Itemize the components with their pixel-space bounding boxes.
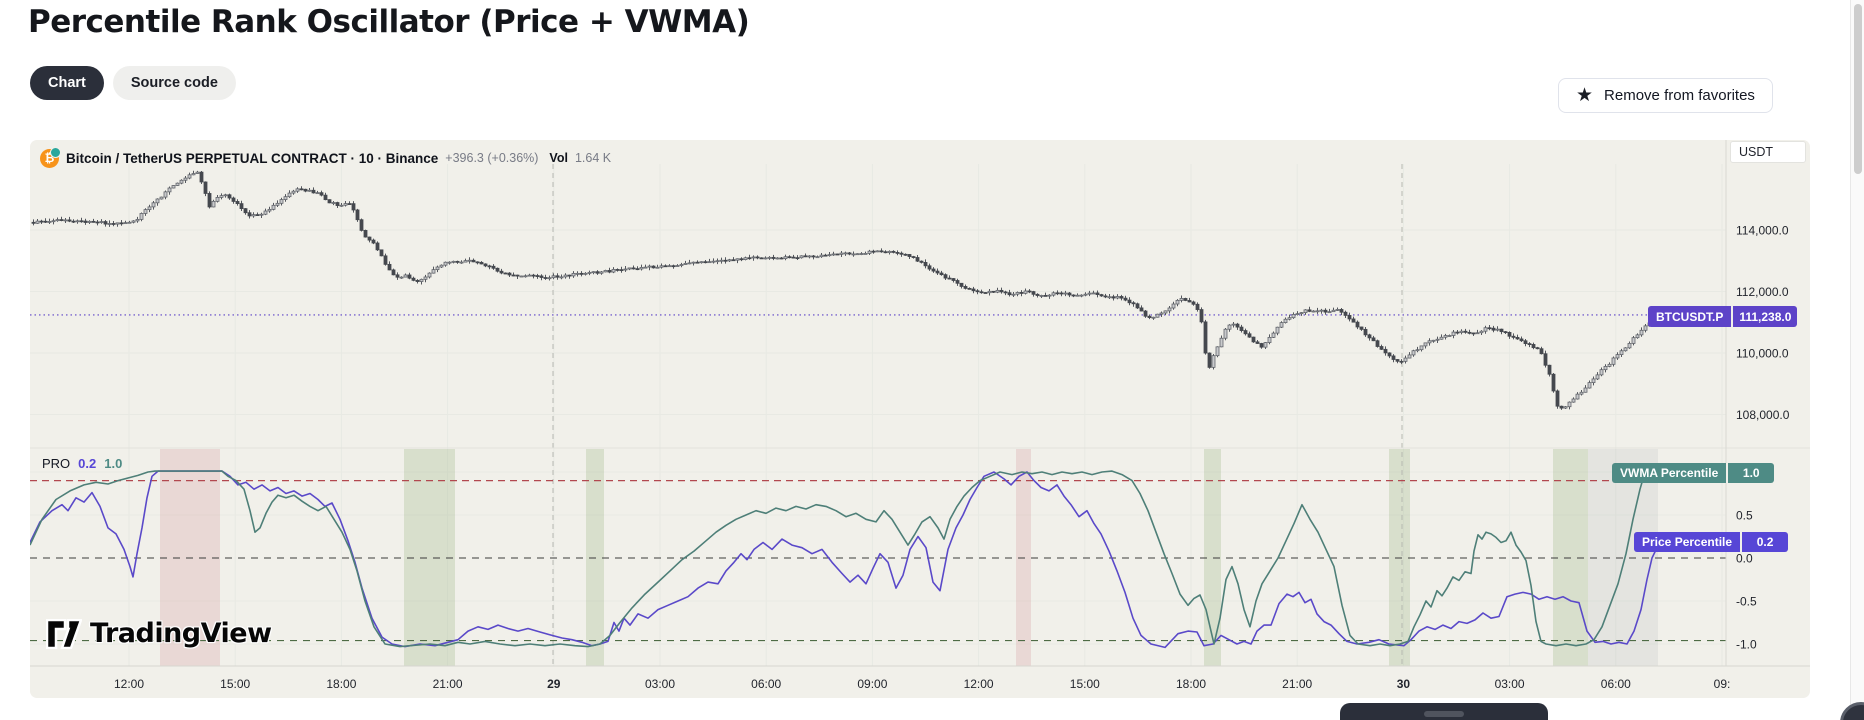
svg-text:114,000.0: 114,000.0: [1736, 224, 1789, 238]
tradingview-watermark-text: TradingView: [90, 618, 272, 649]
vwma-percentile-value: 1.0: [1742, 466, 1760, 480]
badge-divider: [1740, 532, 1743, 552]
price-percentile-badge: Price Percentile 0.2: [1634, 532, 1789, 552]
volume-value: 1.64 K: [574, 151, 612, 165]
svg-text:21:00: 21:00: [1282, 677, 1312, 691]
currency-selector[interactable]: USDT: [1730, 141, 1806, 163]
svg-text:-1.0: -1.0: [1736, 638, 1757, 652]
svg-text:09:: 09:: [1714, 677, 1731, 691]
symbol-legend[interactable]: ₿ Bitcoin / TetherUS PERPETUAL CONTRACT …: [40, 146, 612, 169]
indicator-vwma-value: 1.0: [104, 456, 123, 471]
svg-text:18:00: 18:00: [326, 677, 356, 691]
last-price-symbol: BTCUSDT.P: [1656, 309, 1724, 324]
svg-text:06:00: 06:00: [1601, 677, 1631, 691]
price-change: +396.3 (+0.36%): [445, 151, 539, 165]
currency-label: USDT: [1739, 145, 1774, 159]
badge-divider: [1731, 306, 1734, 327]
price-percentile-value: 0.2: [1756, 535, 1774, 549]
vwma-percentile-badge: VWMA Percentile 1.0: [1612, 463, 1775, 483]
svg-text:21:00: 21:00: [433, 677, 463, 691]
remove-from-favorites-label: Remove from favorites: [1604, 87, 1755, 104]
scrollbar-thumb[interactable]: [1854, 4, 1862, 174]
star-filled-icon: ★: [1576, 85, 1594, 106]
svg-text:30: 30: [1397, 677, 1411, 691]
svg-text:03:00: 03:00: [1495, 677, 1525, 691]
svg-text:18:00: 18:00: [1176, 677, 1206, 691]
svg-text:09:00: 09:00: [857, 677, 887, 691]
tradingview-watermark: TradingView: [46, 618, 272, 649]
chart-canvas[interactable]: 12:00 15:00 18:00 21:00 29 03:00 06:00 09:00 12:…: [30, 140, 1810, 698]
tab-chart[interactable]: Chart: [30, 66, 104, 100]
page-scrollbar[interactable]: [1850, 0, 1864, 720]
svg-text:0.5: 0.5: [1736, 509, 1753, 523]
svg-text:110,000.0: 110,000.0: [1736, 347, 1789, 361]
indicator-name: PRO: [42, 456, 71, 471]
svg-text:03:00: 03:00: [645, 677, 675, 691]
tab-bar: Chart Source code: [30, 66, 236, 100]
remove-from-favorites-button[interactable]: ★ Remove from favorites: [1558, 78, 1773, 113]
page-title: Percentile Rank Oscillator (Price + VWMA…: [28, 4, 750, 40]
svg-text:29: 29: [547, 677, 561, 691]
indicator-price-value: 0.2: [78, 456, 97, 471]
svg-text:15:00: 15:00: [220, 677, 250, 691]
price-percentile-label: Price Percentile: [1642, 535, 1733, 549]
svg-text:15:00: 15:00: [1070, 677, 1100, 691]
symbol-title: Bitcoin / TetherUS PERPETUAL CONTRACT · …: [66, 150, 439, 166]
floating-action-button-partial[interactable]: [1840, 702, 1864, 720]
svg-text:112,000.0: 112,000.0: [1736, 285, 1789, 299]
toast-grip: [1424, 711, 1464, 717]
vwma-percentile-label: VWMA Percentile: [1620, 466, 1719, 480]
svg-text:12:00: 12:00: [114, 677, 144, 691]
indicator-status-line[interactable]: PRO 0.2 1.0: [42, 456, 122, 471]
tab-source-code[interactable]: Source code: [112, 66, 236, 100]
bottom-toast-partial[interactable]: [1340, 703, 1548, 720]
bitcoin-logo-icon: ₿: [40, 146, 61, 168]
badge-divider: [1726, 463, 1729, 483]
svg-text:12:00: 12:00: [964, 677, 994, 691]
last-price-value: 111,238.0: [1739, 309, 1792, 324]
tradingview-logo-icon: [46, 618, 82, 649]
last-price-badge: BTCUSDT.P 111,238.0: [1648, 306, 1798, 327]
chart-card: 12:00 15:00 18:00 21:00 29 03:00 06:00 09:00 12:…: [30, 140, 1810, 698]
svg-text:-0.5: -0.5: [1736, 595, 1757, 609]
svg-text:06:00: 06:00: [751, 677, 781, 691]
volume-label: Vol: [549, 151, 568, 165]
svg-text:108,000.0: 108,000.0: [1736, 408, 1790, 422]
svg-text:0.0: 0.0: [1736, 552, 1753, 566]
